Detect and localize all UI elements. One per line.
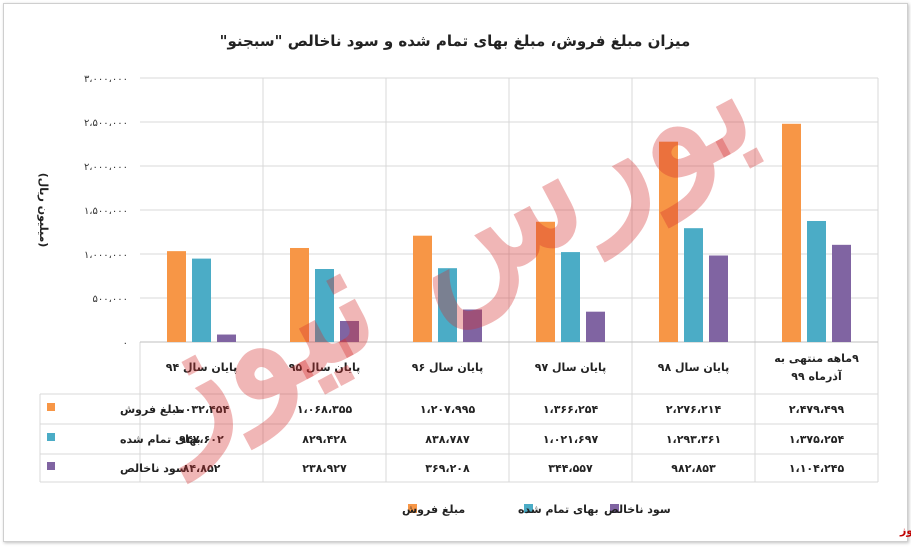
data-label: ۳۴۴،۵۵۷ (548, 462, 593, 475)
bar-3 (586, 311, 605, 342)
y-tick-label: ۲،۵۰۰،۰۰۰ (84, 118, 128, 129)
y-tick-label: ۳،۰۰۰،۰۰۰ (84, 74, 128, 85)
bar-3 (709, 255, 728, 342)
data-label: ۱،۰۶۸،۳۵۵ (297, 403, 353, 416)
data-label: ۱،۰۲۱،۶۹۷ (543, 433, 599, 446)
bar-2 (438, 268, 457, 342)
category-label: پایان سال ۹۴ (166, 361, 238, 374)
bar-3 (463, 309, 482, 342)
legend-swatch (610, 504, 619, 513)
y-tick-label: ۵۰۰،۰۰۰ (93, 294, 128, 305)
legend-label: سود ناخالص (604, 503, 671, 516)
data-label: ۲،۴۷۹،۴۹۹ (789, 403, 845, 416)
bar-2 (807, 220, 826, 342)
bar-2 (315, 269, 334, 342)
y-axis-label: (میلیون ریال) (37, 173, 50, 248)
bar-1 (167, 251, 186, 342)
y-tick-label: ۲،۰۰۰،۰۰۰ (84, 162, 128, 173)
bar-2 (561, 252, 580, 342)
data-label: ۲۳۸،۹۲۷ (302, 462, 347, 475)
bar-1 (782, 123, 801, 343)
legend-swatch (408, 504, 417, 513)
category-label: پایان سال ۹۸ (658, 361, 730, 374)
table-legend-key (47, 433, 55, 441)
y-tick-label: ۱،۰۰۰،۰۰۰ (84, 250, 128, 261)
chart-title: میزان مبلغ فروش، مبلغ بهای تمام شده و سو… (220, 32, 691, 50)
y-tick-label: ۱،۵۰۰،۰۰۰ (84, 206, 128, 217)
footer-logo: بورس نیوز (899, 524, 911, 537)
bar-1 (413, 235, 432, 342)
y-tick-label: ۰ (123, 338, 128, 349)
bar-2 (192, 258, 211, 342)
table-row-label: سود ناخالص (120, 462, 187, 475)
bar-1 (536, 221, 555, 342)
data-label: ۹۸۲،۸۵۳ (671, 462, 716, 475)
data-label: ۱،۲۹۳،۳۶۱ (666, 433, 721, 446)
bar-3 (340, 320, 359, 342)
data-label: ۱،۳۷۵،۲۵۴ (789, 433, 845, 446)
table-row-label: بهای تمام شده (120, 433, 201, 446)
data-label: ۱،۱۰۴،۲۴۵ (789, 462, 845, 475)
category-label: آذرماه ۹۹ (791, 369, 842, 383)
data-label: ۸۲۹،۴۲۸ (302, 433, 347, 446)
legend-swatch (524, 504, 533, 513)
bar-1 (659, 141, 678, 342)
data-label: ۹۴۷،۶۰۲ (179, 433, 224, 446)
bar-1 (290, 247, 309, 342)
category-label: پایان سال ۹۷ (535, 361, 607, 374)
bar-3 (832, 244, 851, 342)
legend-label: مبلغ فروش (402, 503, 465, 516)
bar-3 (217, 334, 236, 342)
data-label: ۱،۳۶۶،۲۵۴ (543, 403, 599, 416)
category-label: ۹ماهه منتهی به (774, 352, 859, 365)
data-label: ۲،۲۷۶،۲۱۴ (666, 403, 722, 416)
data-label: ۸۴،۸۵۲ (183, 462, 221, 475)
bar-2 (684, 228, 703, 342)
data-label: ۳۶۹،۲۰۸ (425, 462, 470, 475)
data-label: ۱،۲۰۷،۹۹۵ (420, 403, 476, 416)
data-label: ۸۳۸،۷۸۷ (425, 433, 470, 446)
table-legend-key (47, 462, 55, 470)
table-legend-key (47, 403, 55, 411)
category-label: پایان سال ۹۶ (412, 361, 484, 374)
legend-label: بهای تمام شده (518, 503, 599, 516)
table-row-label: مبلغ فروش (120, 403, 183, 416)
data-label: ۱،۰۳۲،۴۵۴ (174, 403, 230, 416)
category-label: پایان سال ۹۵ (289, 361, 361, 374)
